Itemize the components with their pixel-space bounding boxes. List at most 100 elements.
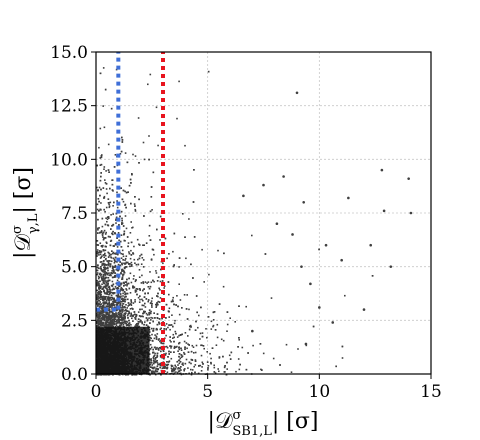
cloud-point [190,362,192,365]
cloud-point [183,369,185,372]
cloud-point [116,279,119,282]
cloud-point [103,126,106,129]
cloud-point [133,275,135,277]
cloud-point [99,127,102,130]
cloud-point [151,304,153,307]
cloud-point [100,319,102,321]
cloud-point [112,283,115,285]
cloud-point [98,276,100,279]
cloud-point [127,242,130,244]
cloud-point [168,307,171,310]
cloud-point [128,287,131,290]
cloud-point [148,235,151,237]
cloud-point [105,272,108,275]
cloud-point [120,323,123,326]
cloud-point [201,332,204,334]
cloud-point [160,327,162,330]
cloud-point [157,295,159,298]
cloud-point [121,309,123,311]
cloud-point [166,361,168,363]
cloud-point [151,209,153,211]
cloud-point [180,349,183,351]
cloud-point [260,368,262,371]
cloud-point [103,254,106,256]
cloud-point [134,291,137,293]
cloud-point [150,346,153,349]
cloud-point [142,282,145,285]
cloud-point [168,310,170,313]
cloud-point [96,203,99,206]
cloud-point [174,319,176,322]
cloud-point [103,267,106,269]
cloud-point [101,297,104,300]
cloud-point [98,297,101,299]
cloud-point [155,303,157,306]
cloud-point [103,256,105,258]
cloud-point [100,172,102,174]
cloud-point [106,298,109,300]
cloud-point [150,358,152,360]
cloud-point [105,305,107,307]
cloud-point [122,269,125,272]
cloud-point [156,317,159,319]
cloud-point [153,354,156,357]
cloud-point [150,319,152,321]
cloud-point [237,358,240,360]
cloud-point [182,362,184,364]
cloud-point [218,370,220,373]
cloud-point [103,290,106,293]
cloud-point [150,302,152,304]
cloud-point [108,260,110,262]
cloud-point [112,205,114,207]
cloud-point [132,253,135,255]
cloud-point [131,264,133,266]
cloud-point [114,292,116,294]
cloud-point [185,257,187,260]
cloud-point [109,265,111,268]
cloud-point [106,273,109,276]
cloud-point [125,289,128,291]
cloud-point [103,266,105,269]
cloud-point [129,232,132,234]
cloud-point [116,295,119,298]
cloud-point [114,276,117,278]
cloud-point [120,295,122,297]
cloud-point [168,293,170,296]
cloud-point [159,239,161,241]
cloud-point [226,311,229,313]
cloud-point [152,171,155,174]
cloud-point [165,328,167,330]
cloud-point [165,352,167,355]
cloud-point [134,373,136,376]
cloud-point [155,357,157,359]
cloud-point [137,117,140,119]
cloud-point [203,281,205,283]
cloud-point [139,298,141,301]
cloud-point [98,200,100,203]
cloud-point [175,346,177,348]
cloud-point [201,366,203,368]
cloud-point [120,322,123,324]
cloud-point [138,325,140,328]
cloud-point [104,258,107,261]
cloud-point [99,303,101,306]
cloud-point [99,242,102,244]
cloud-point [99,301,101,303]
cloud-point [122,292,124,295]
cloud-point [112,252,114,255]
cloud-point [112,315,114,318]
cloud-point [105,312,108,314]
cloud-point [161,342,163,345]
cloud-point [143,158,146,161]
cloud-point [109,264,112,266]
cloud-point [150,337,152,340]
cloud-point [123,230,126,233]
cloud-point [185,358,188,361]
cloud-point [120,310,122,312]
cloud-point [132,302,135,304]
cloud-point [99,261,102,263]
cloud-point [245,305,247,308]
cloud-point [138,269,141,271]
cloud-point [156,352,159,355]
cloud-point [142,289,144,292]
